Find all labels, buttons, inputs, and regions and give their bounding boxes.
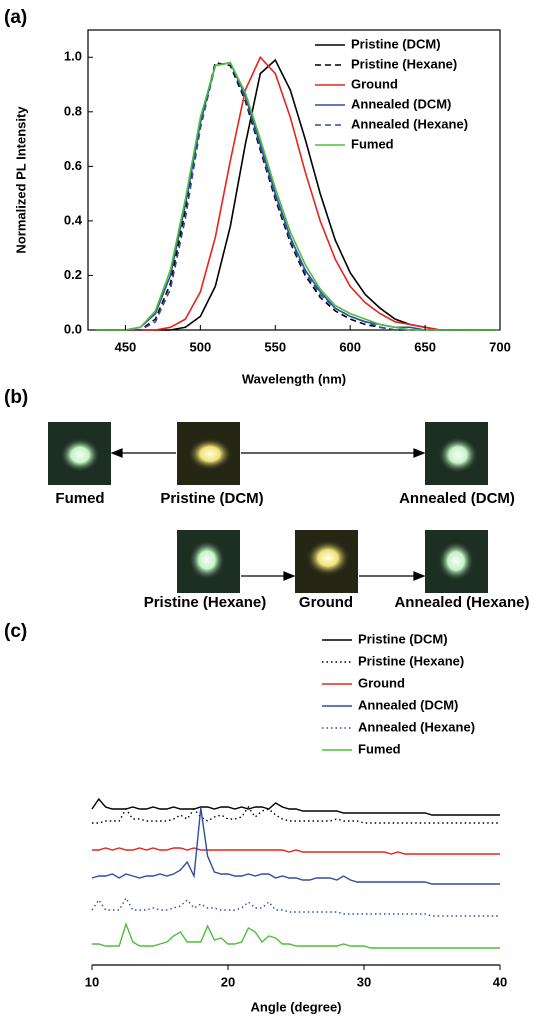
x-tick-label: 550	[264, 339, 286, 354]
photo-label: Annealed (Hexane)	[394, 594, 529, 611]
y-tick-label: 0.0	[64, 321, 82, 336]
legend-label: Ground	[358, 675, 405, 690]
photo-label: Fumed	[55, 490, 104, 507]
photo-label: Pristine (Hexane)	[144, 594, 267, 611]
legend-label: Fumed	[351, 136, 394, 151]
photo	[295, 530, 358, 593]
photo-label: Annealed (DCM)	[399, 490, 515, 507]
y-tick-label: 0.6	[64, 158, 82, 173]
x-tick-label: 30	[357, 974, 371, 989]
legend-label: Annealed (Hexane)	[358, 719, 475, 734]
x-axis-title: Angle (degree)	[250, 999, 341, 1014]
x-tick-label: 20	[221, 974, 235, 989]
panel-b: (b) Fumed Pristine (DCM) Annealed (DCM) …	[4, 387, 530, 611]
plot-frame	[87, 29, 501, 331]
arrows	[110, 448, 426, 581]
y-tick-label: 1.0	[64, 49, 82, 64]
panel-label: (c)	[4, 621, 27, 642]
y-tick-label: 0.8	[64, 103, 82, 118]
y-tick-label: 0.2	[64, 267, 82, 282]
legend-label: Pristine (Hexane)	[358, 653, 464, 668]
y-tick-label: 0.4	[64, 212, 83, 227]
legend-label: Pristine (DCM)	[358, 631, 448, 646]
legend-label: Pristine (DCM)	[351, 36, 441, 51]
panel-label: (a)	[4, 7, 27, 28]
series-line	[95, 61, 500, 331]
panel-label: (b)	[4, 387, 28, 408]
photo	[425, 530, 488, 593]
trace	[91, 896, 500, 917]
x-tick-label: 700	[489, 339, 511, 354]
photo	[48, 422, 111, 485]
x-tick-label: 40	[493, 974, 507, 989]
trace	[91, 807, 500, 885]
photo	[177, 530, 240, 593]
photo-label: Ground	[299, 594, 353, 611]
x-tick-label: 600	[339, 339, 361, 354]
legend-label: Annealed (DCM)	[358, 697, 458, 712]
trace	[92, 805, 500, 824]
legend-label: Annealed (DCM)	[351, 96, 451, 111]
photo	[177, 422, 240, 485]
y-axis-title: Normalized PL Intensity	[13, 106, 28, 254]
legend-label: Fumed	[358, 741, 401, 756]
legend-label: Annealed (Hexane)	[351, 116, 468, 131]
legend-label: Ground	[351, 76, 398, 91]
photo	[425, 422, 488, 485]
x-tick-label: 10	[85, 974, 99, 989]
x-axis-title: Wavelength (nm)	[242, 371, 346, 386]
photo-label: Pristine (DCM)	[160, 490, 263, 507]
trace	[92, 921, 500, 949]
legend-label: Pristine (Hexane)	[351, 56, 457, 71]
x-tick-label: 450	[115, 339, 137, 354]
trace	[91, 797, 500, 816]
x-tick-label: 500	[190, 339, 212, 354]
trace	[92, 847, 500, 855]
series-line	[95, 55, 500, 331]
x-tick-label: 650	[414, 339, 436, 354]
